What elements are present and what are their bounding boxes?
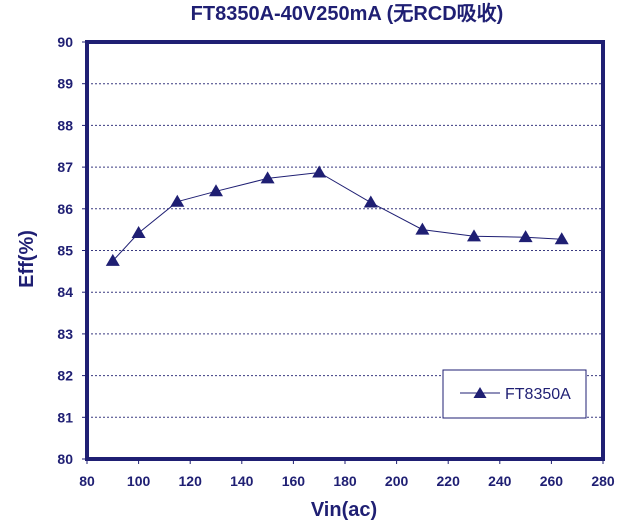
y-tick-label-85: 85 (57, 243, 73, 259)
data-point-250 (518, 230, 533, 243)
y-tick-label-87: 87 (57, 159, 73, 175)
x-tick-label-240: 240 (488, 473, 512, 489)
data-point-264 (554, 232, 569, 245)
x-tick-label-100: 100 (127, 473, 151, 489)
x-tick-label-220: 220 (437, 473, 461, 489)
y-tick-label-88: 88 (57, 117, 73, 133)
legend-box (442, 369, 587, 419)
x-tick-label-80: 80 (79, 473, 95, 489)
series-line-0 (112, 171, 562, 262)
legend: FT8350A (442, 369, 587, 419)
data-point-115 (170, 194, 185, 207)
series-layer (105, 165, 569, 266)
data-point-90 (105, 253, 120, 266)
x-axis-label: Vin(ac) (311, 499, 377, 521)
chart-title: FT8350A-40V250mA (无RCD吸收) (191, 1, 504, 25)
data-point-230 (467, 229, 481, 242)
data-point-190 (363, 195, 378, 208)
y-tick-label-82: 82 (57, 368, 73, 384)
y-tick-label-80: 80 (57, 451, 73, 467)
data-point-210 (415, 222, 430, 235)
x-tick-label-200: 200 (385, 473, 409, 489)
legend-marker-triangle (473, 387, 487, 398)
x-tick-label-260: 260 (540, 473, 564, 489)
y-tick-label-81: 81 (57, 409, 73, 425)
y-tick-label-83: 83 (57, 326, 73, 342)
x-tick-label-140: 140 (230, 473, 254, 489)
data-point-130 (209, 184, 223, 197)
x-tick-label-280: 280 (591, 473, 615, 489)
data-point-150 (260, 171, 275, 184)
y-tick-label-90: 90 (57, 34, 73, 50)
x-tick-label-160: 160 (282, 473, 306, 489)
data-point-170 (312, 165, 327, 178)
y-tick-label-84: 84 (57, 284, 73, 300)
y-tick-label-89: 89 (57, 76, 73, 92)
gridlines (87, 83, 603, 418)
y-axis-ticks: 80 81 82 83 84 85 86 87 88 89 90 (57, 34, 87, 467)
y-tick-label-86: 86 (57, 201, 73, 217)
x-tick-label-180: 180 (333, 473, 357, 489)
data-point-100 (131, 225, 146, 238)
y-axis-label: Eff(%) (16, 230, 38, 288)
legend-label: FT8350A (505, 386, 571, 403)
x-axis-ticks: 80 100 120 140 160 180 200 220 240 260 280 (79, 459, 615, 489)
x-tick-label-120: 120 (179, 473, 203, 489)
